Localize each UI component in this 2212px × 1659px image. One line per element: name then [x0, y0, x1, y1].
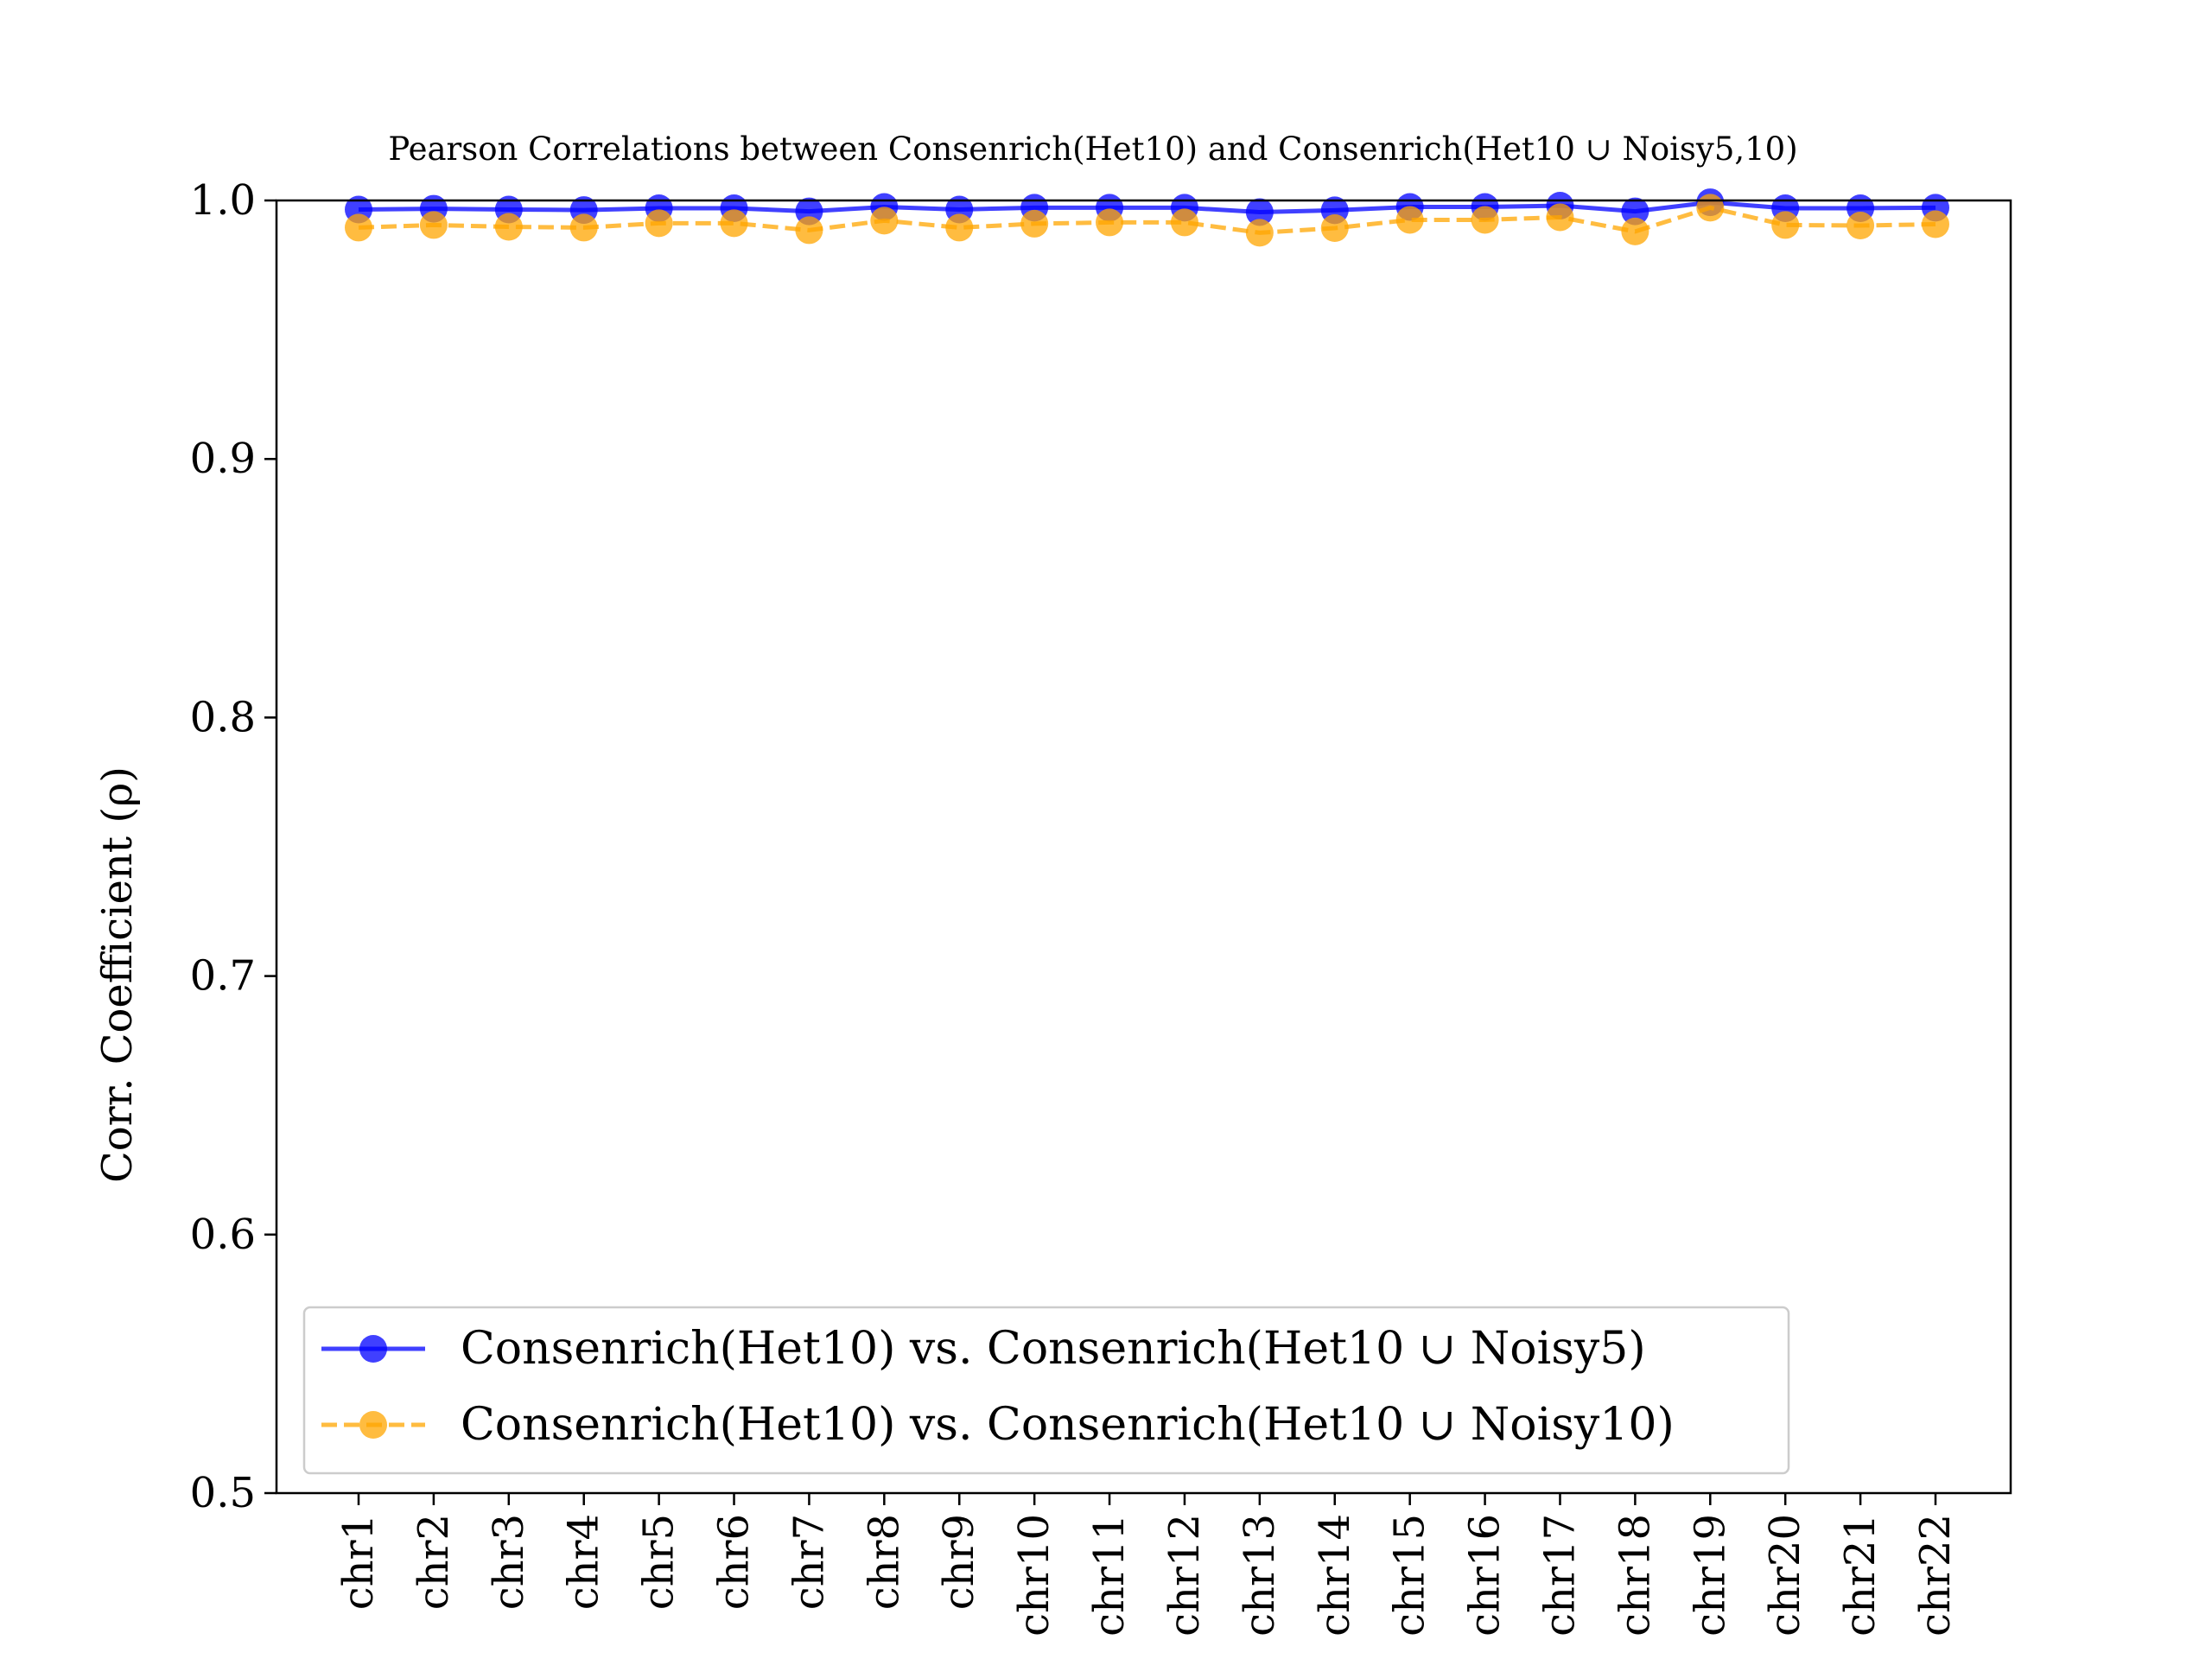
series-2-point: [1696, 194, 1725, 222]
legend-box: [302, 1306, 1790, 1475]
x-tick-label: chr3: [485, 1514, 533, 1610]
y-tick-label: 0.6: [190, 1211, 256, 1259]
series-2-point: [1245, 219, 1274, 247]
series-2-point: [720, 209, 748, 238]
series-2-point: [419, 211, 448, 239]
x-tick-label: chr8: [860, 1514, 908, 1610]
series-2-point: [1847, 212, 1875, 240]
x-tick-label: chr18: [1611, 1514, 1659, 1637]
series-2-point: [1621, 217, 1649, 245]
series-2-point: [1020, 209, 1049, 238]
series-2-point: [645, 209, 673, 238]
y-axis: 0.5 0.6 0.7 0.8 0.9 1.0: [190, 176, 276, 1517]
x-tick-label: chr11: [1085, 1514, 1134, 1637]
y-tick-label: 0.7: [190, 952, 256, 1001]
x-tick-label: chr1: [334, 1514, 383, 1610]
legend-marker-1: [359, 1335, 387, 1363]
series-2-point: [945, 213, 974, 242]
series-line-2: [358, 205, 1936, 235]
series-2-point: [1546, 203, 1574, 232]
x-tick-label: chr10: [1010, 1514, 1058, 1637]
x-tick-label: chr19: [1686, 1514, 1734, 1637]
series-2-point: [1395, 206, 1424, 234]
x-axis: chr1 chr2 chr3 chr4 chr5 chr6 chr7 chr8 chr9 chr1…: [334, 1493, 1960, 1637]
x-tick-label: chr5: [635, 1514, 683, 1610]
y-tick-label: 1.0: [190, 176, 256, 225]
x-tick-label: chr14: [1311, 1514, 1359, 1637]
series-2-point: [1096, 208, 1124, 237]
legend-label-2: Consenrich(Het10) vs. Consenrich(Het10 ∪…: [461, 1399, 1675, 1451]
x-tick-label: chr7: [785, 1514, 833, 1610]
x-tick-label: chr15: [1386, 1514, 1434, 1637]
series-1-point: [1245, 198, 1274, 226]
series-line-1: [358, 200, 1936, 214]
series-layer: [345, 188, 1949, 247]
legend: Consenrich(Het10) vs. Consenrich(Het10 ∪…: [302, 1306, 1790, 1475]
x-tick-label: chr4: [560, 1514, 608, 1610]
series-2-point: [494, 213, 523, 241]
series-2-point: [1771, 211, 1800, 239]
x-tick-label: chr13: [1236, 1514, 1284, 1637]
y-axis-label: Corr. Coefficient (ρ): [93, 766, 142, 1183]
series-2-point: [870, 207, 899, 235]
x-tick-label: chr21: [1836, 1514, 1885, 1637]
x-tick-label: chr20: [1761, 1514, 1809, 1637]
legend-marker-2: [359, 1411, 387, 1439]
legend-label-1: Consenrich(Het10) vs. Consenrich(Het10 ∪…: [461, 1323, 1646, 1375]
series-2-point: [1170, 208, 1198, 237]
series-2-point: [345, 213, 372, 242]
series-2-point: [1471, 206, 1499, 234]
x-tick-label: chr2: [410, 1514, 458, 1610]
plot-frame: [275, 199, 2012, 1495]
series-1-point: [1621, 197, 1649, 226]
x-tick-label: chr22: [1911, 1514, 1960, 1637]
x-tick-label: chr16: [1461, 1514, 1510, 1637]
x-tick-label: chr12: [1160, 1514, 1209, 1637]
y-tick-label: 0.8: [190, 693, 256, 741]
series-2-point: [795, 216, 823, 245]
chart-title: Pearson Correlations between Consenrich(…: [388, 130, 1797, 168]
series-2-point: [569, 213, 598, 242]
x-tick-label: chr6: [710, 1514, 759, 1610]
y-tick-label: 0.5: [190, 1469, 256, 1517]
y-tick-label: 0.9: [190, 435, 256, 483]
x-tick-label: chr17: [1535, 1514, 1584, 1637]
x-tick-label: chr9: [935, 1514, 983, 1610]
series-2-point: [1922, 210, 1949, 238]
series-2-point: [1320, 214, 1349, 243]
